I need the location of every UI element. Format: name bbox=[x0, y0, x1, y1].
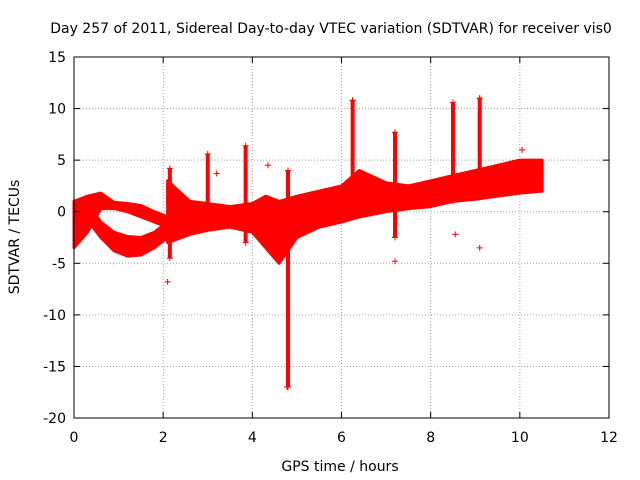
y-axis-label: SDTVAR / TECUs bbox=[7, 180, 23, 295]
spike-marker bbox=[166, 165, 173, 172]
outlier-marker bbox=[164, 278, 171, 285]
outlier-marker bbox=[264, 162, 271, 169]
spike-marker bbox=[204, 219, 211, 226]
y-axis: -20 -15 -10 -5 0 5 10 15 bbox=[43, 50, 609, 427]
spike-marker bbox=[204, 150, 211, 157]
spike-marker bbox=[166, 255, 173, 262]
x-tick-label: 10 bbox=[511, 430, 529, 446]
y-tick-label: 10 bbox=[48, 102, 66, 118]
y-tick-label: -10 bbox=[43, 308, 66, 324]
spike-marker bbox=[392, 129, 398, 136]
chart-title: Day 257 of 2011, Sidereal Day-to-day VTE… bbox=[50, 21, 612, 37]
y-tick-label: -15 bbox=[43, 359, 66, 375]
spike-marker bbox=[285, 167, 291, 174]
x-axis-label: GPS time / hours bbox=[281, 459, 398, 475]
x-tick-label: 6 bbox=[337, 430, 346, 446]
x-tick-label: 2 bbox=[159, 430, 168, 446]
outlier-marker bbox=[476, 95, 483, 102]
scatter-band-main bbox=[166, 158, 544, 265]
x-tick-label: 4 bbox=[248, 430, 257, 446]
x-tick-label: 8 bbox=[426, 430, 435, 446]
spike-marker bbox=[476, 193, 483, 200]
outlier-marker bbox=[392, 258, 398, 265]
y-tick-label: -5 bbox=[52, 256, 66, 272]
x-tick-label: 12 bbox=[600, 430, 618, 446]
x-tick-label: 0 bbox=[70, 430, 79, 446]
spike-marker bbox=[242, 239, 249, 246]
outlier-marker bbox=[476, 244, 483, 251]
spike-marker bbox=[242, 142, 249, 149]
y-tick-label: 5 bbox=[57, 153, 66, 169]
spike-marker bbox=[449, 198, 456, 205]
outlier-marker bbox=[213, 170, 220, 177]
x-axis: 0 2 4 6 8 10 12 bbox=[70, 57, 618, 446]
spike-marker bbox=[449, 99, 456, 106]
spike-marker bbox=[392, 234, 398, 241]
outlier-marker bbox=[519, 146, 526, 153]
outlier-marker bbox=[452, 231, 459, 238]
outlier-marker bbox=[284, 384, 291, 391]
data-points bbox=[72, 95, 544, 391]
outlier-marker bbox=[349, 97, 356, 104]
y-tick-label: 0 bbox=[57, 205, 66, 221]
spike-marker bbox=[349, 198, 356, 205]
y-tick-label: 15 bbox=[48, 50, 66, 66]
y-tick-label: -20 bbox=[43, 411, 66, 427]
